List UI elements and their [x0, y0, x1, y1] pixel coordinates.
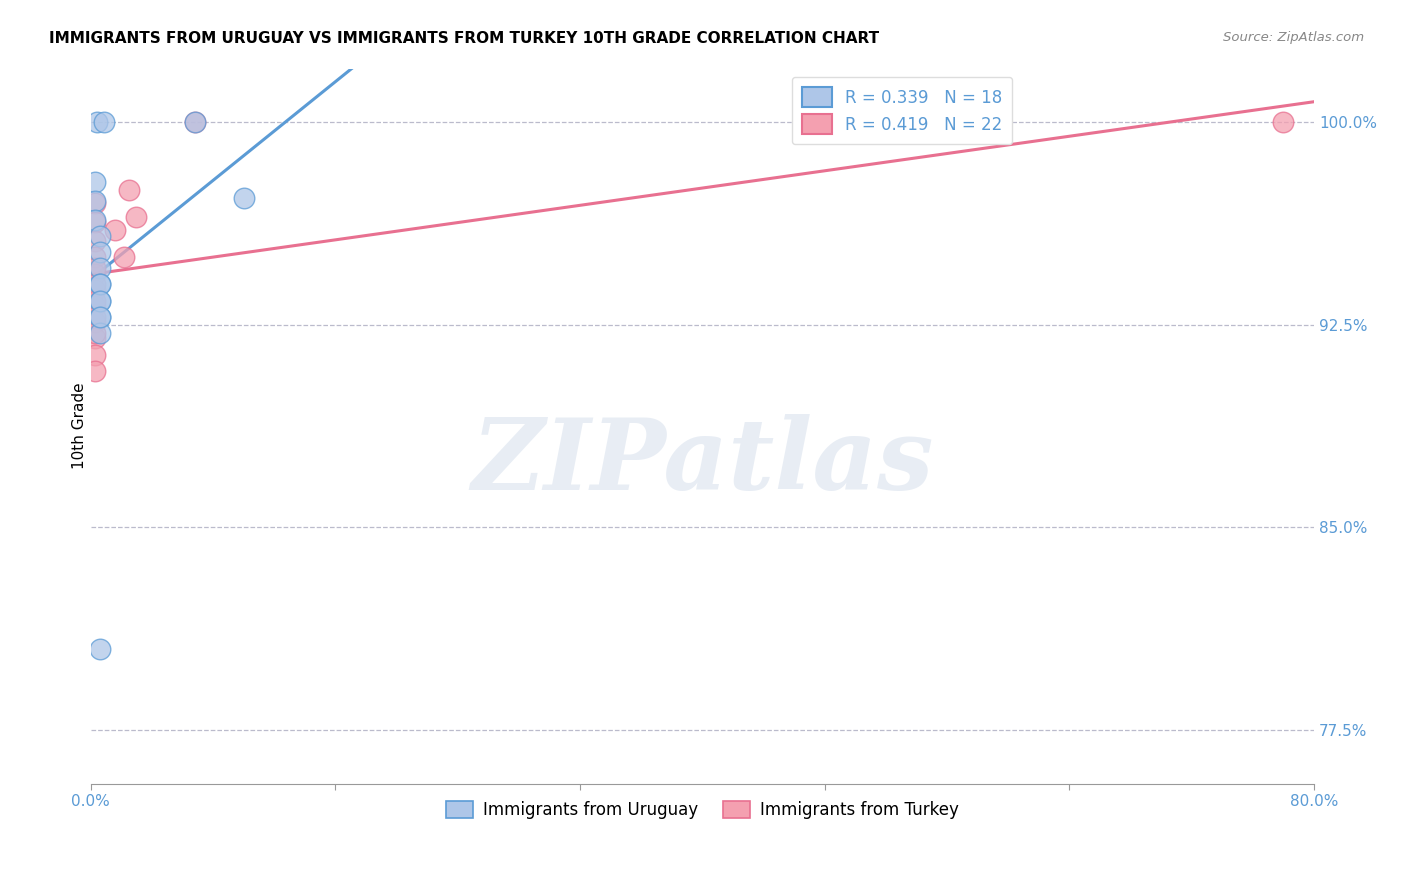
Point	[89, 277, 111, 292]
Point	[89, 326, 111, 340]
Point	[1272, 115, 1295, 129]
Point	[84, 364, 107, 378]
Point	[86, 115, 108, 129]
Point	[84, 331, 107, 345]
Point	[84, 196, 107, 211]
Y-axis label: 10th Grade: 10th Grade	[72, 383, 87, 469]
Point	[84, 299, 107, 313]
Point	[84, 348, 107, 362]
Point	[93, 115, 115, 129]
Legend: Immigrants from Uruguay, Immigrants from Turkey: Immigrants from Uruguay, Immigrants from…	[440, 794, 965, 825]
Text: ZIPatlas: ZIPatlas	[471, 414, 934, 510]
Point	[232, 191, 254, 205]
Point	[84, 261, 107, 276]
Point	[89, 293, 111, 308]
Point	[84, 326, 107, 340]
Point	[89, 245, 111, 260]
Point	[84, 175, 107, 189]
Point	[89, 277, 111, 292]
Point	[84, 310, 107, 324]
Text: Source: ZipAtlas.com: Source: ZipAtlas.com	[1223, 31, 1364, 45]
Point	[84, 212, 107, 227]
Point	[118, 183, 141, 197]
Point	[84, 234, 107, 248]
Point	[84, 283, 107, 297]
Point	[84, 267, 107, 281]
Point	[89, 261, 111, 276]
Point	[89, 641, 111, 656]
Point	[84, 251, 107, 265]
Point	[112, 251, 135, 265]
Point	[89, 293, 111, 308]
Text: IMMIGRANTS FROM URUGUAY VS IMMIGRANTS FROM TURKEY 10TH GRADE CORRELATION CHART: IMMIGRANTS FROM URUGUAY VS IMMIGRANTS FR…	[49, 31, 879, 46]
Point	[183, 115, 205, 129]
Point	[104, 223, 127, 237]
Point	[89, 310, 111, 324]
Point	[84, 194, 107, 208]
Point	[84, 215, 107, 229]
Point	[84, 293, 107, 308]
Point	[84, 315, 107, 329]
Point	[183, 115, 205, 129]
Point	[125, 210, 148, 224]
Point	[89, 310, 111, 324]
Point	[84, 277, 107, 292]
Point	[89, 228, 111, 243]
